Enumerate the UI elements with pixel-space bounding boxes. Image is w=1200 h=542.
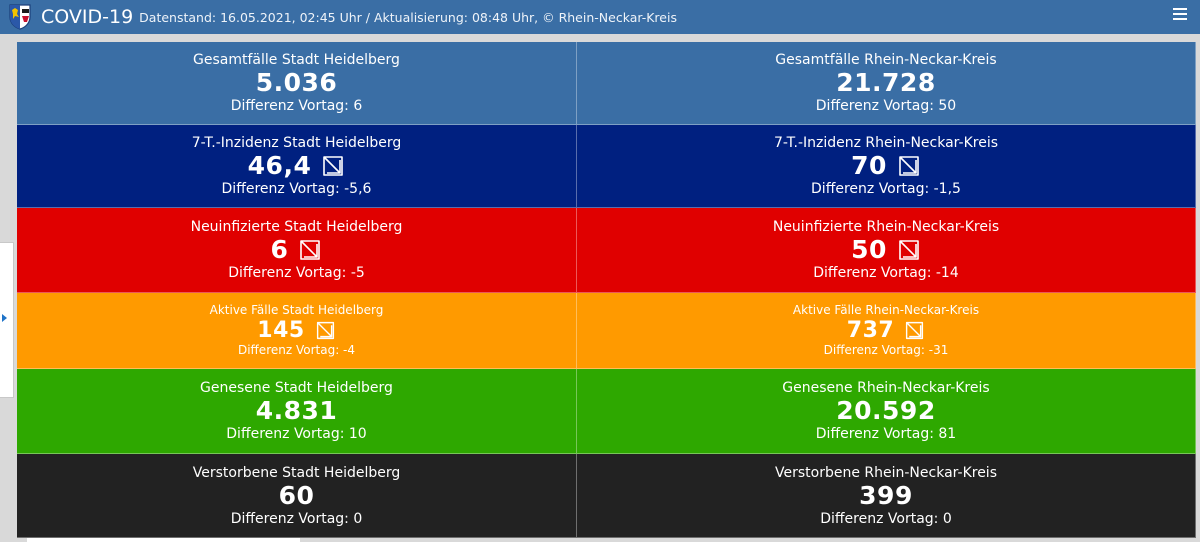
incidence-rnk-tile: 7-T.-Inzidenz Rhein-Neckar-Kreis 70 Diff… [577,125,1196,208]
active-cases-rnk-tile: Aktive Fälle Rhein-Neckar-Kreis 737 Diff… [577,293,1196,369]
new-infections-heidelberg-tile: Neuinfizierte Stadt Heidelberg 6 Differe… [17,208,577,293]
tile-value: 6 [270,235,289,264]
tile-label: Aktive Fälle Stadt Heidelberg [209,303,384,317]
tile-label: Genesene Stadt Heidelberg [200,380,393,396]
tile-label: 7-T.-Inzidenz Stadt Heidelberg [191,135,402,151]
tile-difference: Differenz Vortag: 10 [226,426,367,442]
trend-down-icon [300,240,321,260]
recovered-rnk-tile: Genesene Rhein-Neckar-Kreis 20.592 Diffe… [577,369,1196,454]
tile-difference: Differenz Vortag: 81 [815,426,957,442]
total-cases-heidelberg-tile: Gesamtfälle Stadt Heidelberg 5.036 Diffe… [17,42,577,125]
incidence-heidelberg-tile: 7-T.-Inzidenz Stadt Heidelberg 46,4 Diff… [17,125,577,208]
tile-value: 737 [846,318,895,343]
deaths-rnk-tile: Verstorbene Rhein-Neckar-Kreis 399 Diffe… [577,454,1196,538]
trend-down-icon [323,156,344,176]
tile-value: 70 [851,151,887,180]
recovered-heidelberg-tile: Genesene Stadt Heidelberg 4.831 Differen… [17,369,577,454]
tile-label: Neuinfizierte Rhein-Neckar-Kreis [772,219,1000,235]
tile-difference: Differenz Vortag: 0 [820,510,952,527]
chevron-right-icon [2,314,7,322]
bottom-tab-edge [27,538,300,542]
tile-difference: Differenz Vortag: -1,5 [811,181,961,197]
tile-label: Verstorbene Rhein-Neckar-Kreis [775,464,997,481]
side-panel-toggle[interactable] [0,242,14,398]
coat-of-arms-icon [9,4,31,30]
deaths-heidelberg-tile: Verstorbene Stadt Heidelberg 60 Differen… [17,454,577,538]
tile-difference: Differenz Vortag: -5 [228,265,365,281]
trend-down-icon [899,156,919,176]
tile-value: 21.728 [836,68,936,97]
tile-label: 7-T.-Inzidenz Rhein-Neckar-Kreis [773,135,999,151]
tile-value: 46,4 [247,151,312,180]
trend-down-icon [906,321,924,340]
new-infections-rnk-tile: Neuinfizierte Rhein-Neckar-Kreis 50 Diff… [577,208,1196,293]
top-bar: COVID-19 Datenstand: 16.05.2021, 02:45 U… [0,0,1200,34]
tile-value: 20.592 [836,396,936,425]
hamburger-menu-icon[interactable] [1173,8,1187,22]
tile-label: Gesamtfälle Stadt Heidelberg [193,52,400,68]
tile-value: 399 [859,480,913,510]
total-cases-rnk-tile: Gesamtfälle Rhein-Neckar-Kreis 21.728 Di… [577,42,1196,125]
tile-difference: Differenz Vortag: -31 [823,343,949,357]
tile-value: 145 [257,318,305,343]
tile-difference: Differenz Vortag: -4 [237,343,356,357]
tile-value: 60 [278,480,315,510]
tile-label: Neuinfizierte Stadt Heidelberg [190,219,403,235]
statistics-grid: Gesamtfälle Stadt Heidelberg 5.036 Diffe… [17,42,1196,538]
app-title: COVID-19 [41,6,134,28]
tile-difference: Differenz Vortag: 0 [230,510,363,527]
tile-value: 50 [851,235,887,264]
tile-label: Genesene Rhein-Neckar-Kreis [782,380,990,396]
tile-difference: Differenz Vortag: 50 [815,98,957,114]
tile-label: Aktive Fälle Rhein-Neckar-Kreis [792,303,980,317]
tile-value: 5.036 [255,68,338,97]
tile-label: Verstorbene Stadt Heidelberg [192,464,401,481]
tile-label: Gesamtfälle Rhein-Neckar-Kreis [775,52,997,68]
data-status-text: Datenstand: 16.05.2021, 02:45 Uhr / Aktu… [139,9,677,25]
tile-difference: Differenz Vortag: -14 [813,265,959,281]
trend-down-icon [899,240,919,260]
tile-difference: Differenz Vortag: -5,6 [221,181,372,197]
trend-down-icon [316,321,334,340]
tile-value: 4.831 [255,396,338,425]
tile-difference: Differenz Vortag: 6 [230,98,363,114]
active-cases-heidelberg-tile: Aktive Fälle Stadt Heidelberg 145 Differ… [17,293,577,369]
